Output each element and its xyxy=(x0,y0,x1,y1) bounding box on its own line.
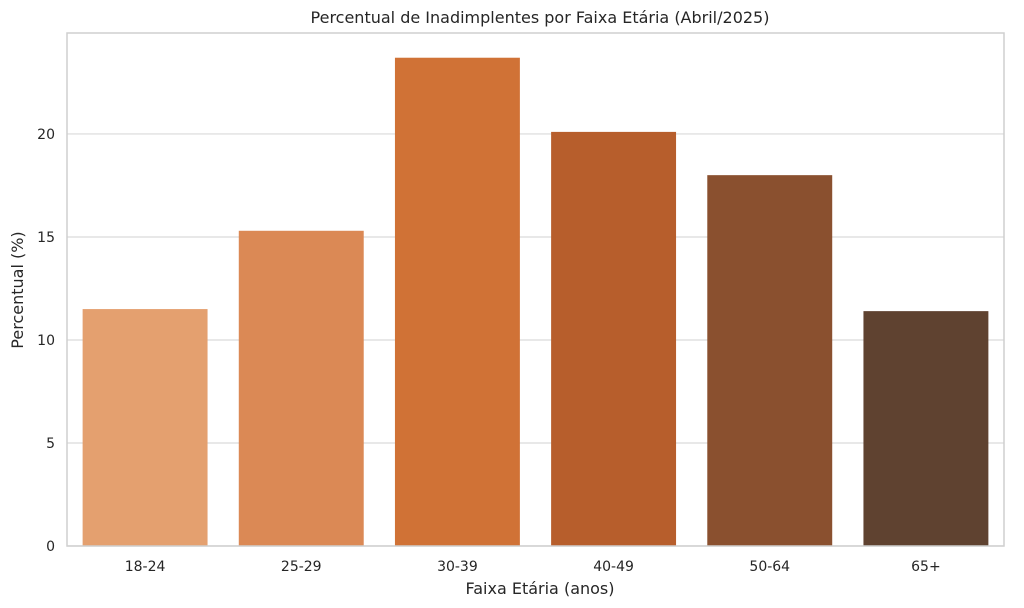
x-tick-label: 40-49 xyxy=(593,559,634,575)
x-tick-label: 65+ xyxy=(911,559,941,575)
bar-50-64 xyxy=(707,175,833,547)
y-tick-label: 5 xyxy=(46,436,55,452)
y-tick-label: 20 xyxy=(37,127,55,143)
y-tick-label: 10 xyxy=(37,333,55,349)
y-tick-label: 0 xyxy=(46,539,55,555)
y-axis-ticks: 0 5 10 15 20 xyxy=(37,127,55,555)
y-axis-label: Percentual (%) xyxy=(8,231,27,348)
chart-title: Percentual de Inadimplentes por Faixa Et… xyxy=(311,8,770,27)
x-tick-label: 50-64 xyxy=(749,559,790,575)
plot-frame xyxy=(66,32,1005,547)
bars xyxy=(82,57,989,547)
bar-40-49 xyxy=(551,131,677,546)
x-tick-label: 30-39 xyxy=(437,559,478,575)
bar-30-39 xyxy=(394,57,520,546)
bar-65+ xyxy=(863,311,989,546)
x-tick-label: 18-24 xyxy=(125,559,166,575)
y-tick-label: 15 xyxy=(37,230,55,246)
bar-25-29 xyxy=(238,230,364,546)
x-axis-ticks: 18-24 25-29 30-39 40-49 50-64 65+ xyxy=(125,559,941,575)
x-axis-label: Faixa Etária (anos) xyxy=(466,579,615,598)
bar-18-24 xyxy=(82,309,208,546)
x-tick-label: 25-29 xyxy=(281,559,322,575)
